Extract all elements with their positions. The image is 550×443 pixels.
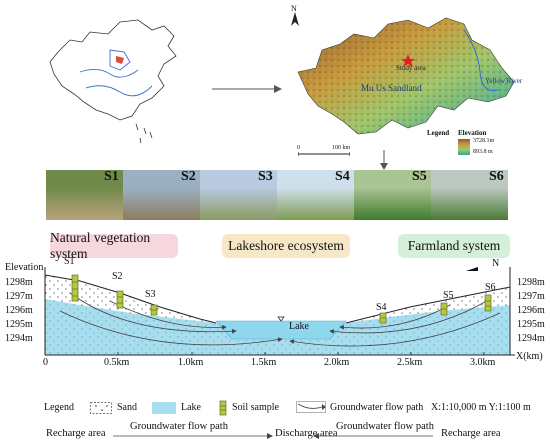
section-north-label: N	[492, 258, 500, 269]
study-area-label: Study area	[396, 64, 426, 72]
china-map	[49, 19, 177, 144]
river-label: Yellow River	[485, 77, 523, 85]
flow-path-right-1	[329, 298, 491, 334]
site-photo-s1	[46, 170, 123, 220]
y-tick-left-1294: 1294m	[5, 333, 33, 344]
site-photo-s3	[200, 170, 277, 220]
sample-label-s1: S1	[64, 256, 75, 267]
lake-legend-icon	[152, 402, 176, 414]
photo-label-s2: S2	[181, 169, 196, 184]
flow-path-left-1	[69, 292, 237, 334]
photo-label-s6: S6	[489, 169, 504, 184]
soil-sample-s4	[379, 312, 387, 324]
x-tick-2-5: 2.5km	[397, 357, 423, 368]
legend-flow-label: Groundwater flow path	[330, 402, 424, 413]
elevation-low-label: 893.8 m	[473, 149, 493, 155]
legend-scale-label: X:1:10,000 m Y:1:100 m	[431, 402, 531, 413]
site-photo-s5	[354, 170, 431, 220]
x-tick-1-5: 1.5km	[251, 357, 277, 368]
system-lakeshore-label: Lakeshore ecosystem	[228, 238, 344, 253]
x-axis-ticks	[44, 352, 485, 355]
elevation-axis-label: Elevation	[5, 262, 44, 273]
lake-label: Lake	[289, 321, 309, 332]
site-photo-s6	[431, 170, 508, 220]
photo-label-s5: S5	[412, 169, 427, 184]
elevation-color-ramp	[458, 139, 470, 155]
photo-label-s4: S4	[335, 169, 350, 184]
soil-sample-legend-icon	[219, 400, 227, 416]
x-tick-1-0: 1.0km	[178, 357, 204, 368]
y-tick-right-1298: 1298m	[517, 277, 545, 288]
flow-path-right-3	[289, 312, 501, 347]
flow-path-left-3	[59, 310, 283, 346]
map-scale-bar	[298, 152, 350, 156]
y-tick-left-1298: 1298m	[5, 277, 33, 288]
map-north-arrow-icon	[291, 12, 299, 26]
x-tick-3-0: 3.0km	[470, 357, 496, 368]
sample-label-s3: S3	[145, 289, 156, 300]
photo-label-s3: S3	[258, 169, 273, 184]
y-tick-left-1296: 1296m	[5, 305, 33, 316]
y-tick-right-1296: 1296m	[517, 305, 545, 316]
soil-sample-s6	[484, 294, 492, 312]
map-elevation-title: Elevation	[458, 129, 487, 137]
flow-path-legend-icon	[296, 401, 326, 413]
sand-legend-icon	[90, 402, 112, 414]
water-table-icon	[277, 316, 285, 322]
map-legend-title: Legend	[427, 129, 450, 137]
soil-sample-s2	[116, 290, 124, 309]
system-natural-vegetation-label: Natural vegetation system	[50, 230, 151, 261]
sample-label-s5: S5	[443, 290, 454, 301]
section-north-icon	[466, 267, 478, 271]
cross-section-diagram	[44, 267, 515, 356]
soil-sample-s1	[71, 274, 79, 302]
flow-arrow-left-icon	[313, 433, 433, 439]
flow-arrow-right-icon	[113, 433, 273, 439]
flow-path-right-2	[339, 304, 451, 330]
study-area-map	[297, 17, 515, 135]
system-lakeshore: Lakeshore ecosystem	[222, 234, 350, 258]
y-tick-right-1295: 1295m	[517, 319, 545, 330]
system-farmland-label: Farmland system	[407, 238, 501, 253]
y-tick-right-1294: 1294m	[517, 333, 545, 344]
sample-label-s6: S6	[485, 282, 496, 293]
x-tick-2-0: 2.0km	[324, 357, 350, 368]
y-tick-left-1295: 1295m	[5, 319, 33, 330]
legend-sand-label: Sand	[117, 402, 137, 413]
map-north-label: N	[291, 4, 297, 13]
map-scale-label: 100 km	[332, 145, 351, 151]
sample-label-s4: S4	[376, 302, 387, 313]
legend-soil-label: Soil sample	[232, 402, 279, 413]
map-scale-zero: 0	[297, 145, 300, 151]
flow-path-right-label: Groundwater flow path	[336, 421, 434, 432]
lake-body	[215, 320, 347, 340]
soil-sample-s5	[440, 302, 448, 316]
soil-sample-s3	[150, 304, 158, 316]
recharge-area-right: Recharge area	[441, 428, 501, 439]
site-photo-s4	[277, 170, 354, 220]
discharge-area: Discharge area	[275, 428, 338, 439]
legend-title: Legend	[44, 402, 74, 413]
system-natural-vegetation: Natural vegetation system	[50, 230, 178, 261]
elevation-high-label: 3728.1m	[473, 138, 495, 144]
x-tick-0-5: 0.5km	[104, 357, 130, 368]
legend-lake-label: Lake	[181, 402, 201, 413]
y-tick-left-1297: 1297m	[5, 291, 33, 302]
map-to-study-arrow	[212, 85, 282, 93]
x-tick-0: 0	[43, 357, 48, 368]
y-tick-right-1297: 1297m	[517, 291, 545, 302]
site-photo-s2	[123, 170, 200, 220]
flow-path-left-label: Groundwater flow path	[130, 421, 228, 432]
study-to-photos-arrow	[380, 150, 388, 170]
system-farmland: Farmland system	[398, 234, 510, 258]
x-axis-label: X(km)	[516, 351, 543, 362]
sample-label-s2: S2	[112, 271, 123, 282]
sandland-label: Mu Us Sandland	[361, 83, 422, 93]
photo-label-s1: S1	[104, 169, 119, 184]
recharge-area-left: Recharge area	[46, 428, 106, 439]
